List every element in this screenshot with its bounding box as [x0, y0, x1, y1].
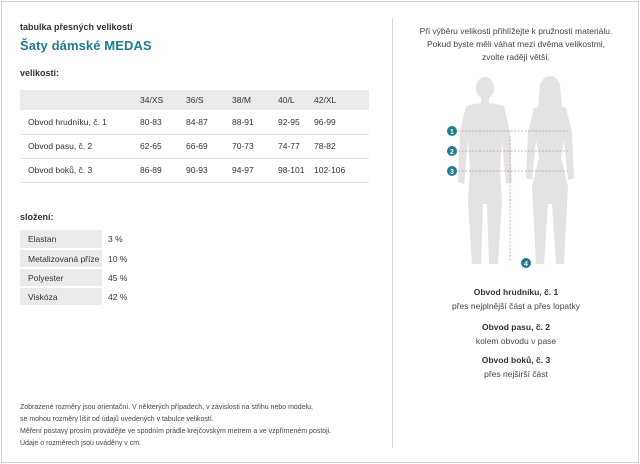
table-cell: 80-83 — [136, 110, 182, 135]
header: tabulka přesných velikostí Šaty dámské M… — [20, 22, 370, 53]
material-percent: 3 % — [102, 230, 142, 250]
size-column-header: 40/L — [278, 95, 295, 105]
table-cell: 84-87 — [182, 110, 228, 135]
table-row: Metalizovaná příze 10 % — [20, 249, 142, 269]
table-cell: 86-89 — [136, 158, 182, 183]
male-silhouette-icon — [458, 77, 512, 264]
size-column-header: 36/S — [186, 95, 204, 105]
table-row: Elastan 3 % — [20, 230, 142, 250]
table-cell: 102-106 — [310, 158, 369, 183]
measurement-lines — [458, 130, 568, 262]
table-cell: 98-101 — [274, 158, 310, 183]
measurement-title: Obvod hrudníku, č. 1 — [473, 287, 559, 297]
column-divider — [392, 18, 393, 448]
measurement-title: Obvod pasu, č. 2 — [481, 322, 551, 332]
measurement-waist: Obvod pasu, č. 2 kolem obvodu v pase — [402, 322, 630, 346]
marker-4: 4 — [521, 258, 531, 268]
marker-1: 1 — [447, 126, 457, 136]
note-line: se mohou rozměry lišit od údajů uvedenýc… — [20, 416, 214, 423]
material-percent: 10 % — [102, 249, 142, 269]
measurement-hips: Obvod boků, č. 3 přes nejširší část — [402, 355, 630, 379]
table-cell: 70-73 — [228, 134, 274, 159]
note-line: Měření postavy prosím provádějte ve spod… — [20, 428, 332, 435]
fit-advice: Při výběru velikosti přihlížejte k pružn… — [402, 25, 630, 64]
material-percent: 42 % — [102, 287, 142, 307]
composition-section-label: složení: — [20, 212, 54, 222]
note-line: Zobrazené rozměry jsou orientační. V něk… — [20, 404, 313, 411]
marker-3: 3 — [447, 166, 457, 176]
page-title: Šaty dámské MEDAS — [20, 38, 152, 53]
material-name: Polyester — [20, 268, 102, 288]
svg-text:2: 2 — [450, 149, 454, 156]
composition-table: Elastan 3 % Metalizovaná příze 10 % Poly… — [20, 230, 142, 307]
measurement-desc: přes nejplnější část a přes lopatky — [451, 301, 581, 311]
row-label: Obvod hrudníku, č. 1 — [20, 110, 136, 135]
size-column-header: 34/XS — [140, 95, 164, 105]
row-label: Obvod boků, č. 3 — [20, 158, 136, 183]
note-line: Údaje o rozměrech jsou uváděny v cm. — [20, 440, 141, 447]
size-table: 34/XS 36/S 38/M 40/L 42/XL Obvod hrudník… — [20, 90, 369, 183]
svg-text:4: 4 — [524, 261, 528, 268]
size-table-header: 34/XS 36/S 38/M 40/L 42/XL — [20, 90, 369, 110]
material-name: Metalizovaná příze — [20, 249, 102, 269]
svg-text:1: 1 — [450, 129, 454, 136]
measurement-chest: Obvod hrudníku, č. 1 přes nejplnější čás… — [402, 287, 630, 311]
table-row: Obvod pasu, č. 2 62-65 66-69 70-73 74-77… — [20, 134, 369, 159]
notes: Zobrazené rozměry jsou orientační. V něk… — [20, 402, 331, 450]
table-cell: 88-91 — [228, 110, 274, 135]
table-cell: 94-97 — [228, 158, 274, 183]
material-percent: 45 % — [102, 268, 142, 288]
material-name: Viskóza — [20, 287, 102, 307]
table-cell: 90-93 — [182, 158, 228, 183]
size-column-header — [20, 90, 136, 110]
marker-2: 2 — [447, 146, 457, 156]
table-cell: 66-69 — [182, 134, 228, 159]
table-cell: 96-99 — [310, 110, 369, 135]
row-label: Obvod pasu, č. 2 — [20, 134, 136, 159]
sizes-section-label: velikosti: — [20, 68, 60, 78]
advice-line: Při výběru velikosti přihlížejte k pružn… — [419, 26, 613, 36]
measurement-title: Obvod boků, č. 3 — [481, 355, 551, 365]
advice-line: zvolte raději větší. — [481, 52, 551, 62]
female-silhouette-icon — [526, 76, 574, 264]
measurement-desc: přes nejširší část — [484, 369, 548, 379]
measurement-figure: 1 2 3 4 — [447, 76, 574, 268]
table-cell: 92-95 — [274, 110, 310, 135]
table-row: Obvod hrudníku, č. 1 80-83 84-87 88-91 9… — [20, 110, 369, 135]
table-row: Polyester 45 % — [20, 268, 142, 288]
material-name: Elastan — [20, 230, 102, 250]
advice-line: Pokud byste měli váhat mezi dvěma veliko… — [426, 39, 606, 49]
size-column-header: 38/M — [232, 95, 251, 105]
measurement-desc: kolem obvodu v pase — [475, 336, 557, 346]
table-cell: 62-65 — [136, 134, 182, 159]
eyebrow-text: tabulka přesných velikostí — [20, 22, 133, 32]
table-cell: 78-82 — [310, 134, 369, 159]
size-column-header: 42/XL — [314, 95, 337, 105]
table-cell: 74-77 — [274, 134, 310, 159]
table-row: Obvod boků, č. 3 86-89 90-93 94-97 98-10… — [20, 158, 369, 183]
table-row: Viskóza 42 % — [20, 287, 142, 307]
svg-text:3: 3 — [450, 169, 454, 176]
